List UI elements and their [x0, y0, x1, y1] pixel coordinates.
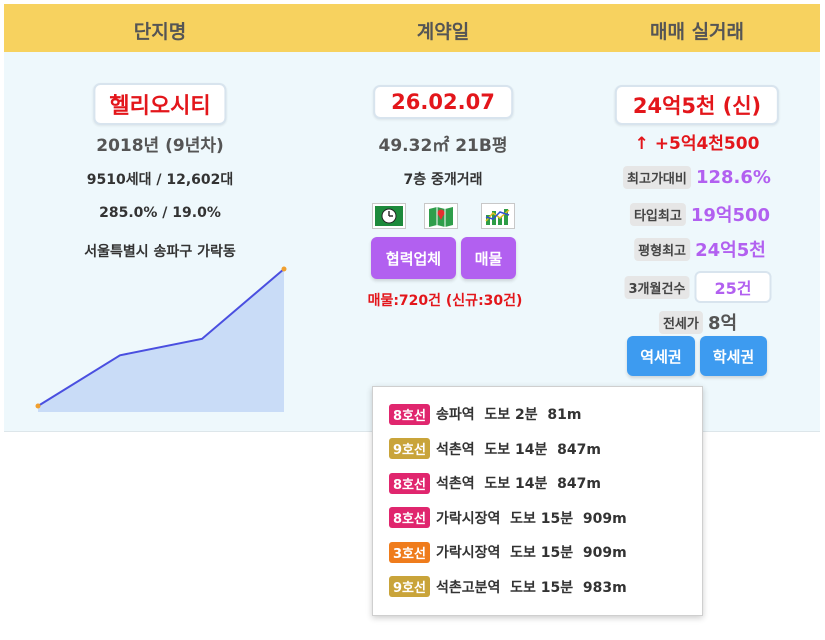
subway-line-badge: 8호선 [389, 507, 430, 528]
header-contract-date: 계약일 [416, 21, 470, 43]
subway-line-badge: 8호선 [389, 403, 430, 425]
map-icon[interactable] [424, 203, 458, 229]
three-month-row: 3개월건수 25건 [624, 271, 772, 303]
station-info: 석촌역 도보 14분 847m [435, 441, 601, 458]
station-info: 석촌고분역 도보 15분 983m [435, 579, 627, 596]
school-area-button[interactable]: 학세권 [700, 336, 767, 376]
built-year: 2018년 (9년차) [96, 136, 224, 156]
jeonse-label: 전세가 [658, 310, 703, 334]
header-trade-price: 매매 실거래 [649, 21, 745, 43]
listing-button[interactable]: 매물 [461, 237, 516, 279]
table-header: 단지명 계약일 매매 실거래 [4, 4, 820, 52]
peak-ratio-value: 128.6% [695, 167, 771, 188]
station-row: 8호선 송파역 도보 2분 81m [389, 403, 582, 425]
partner-button[interactable]: 협력업체 [371, 237, 456, 279]
sparkline-area [38, 269, 284, 412]
clock-icon[interactable] [372, 203, 406, 229]
price-change: ↑ +5억4천500 [634, 134, 760, 154]
price-trend-sparkline [35, 266, 287, 412]
trade-price: 24억5천 (신) [614, 85, 780, 125]
size-max-value: 24억5천 [695, 240, 766, 261]
station-popup: 8호선 송파역 도보 2분 81m 9호선 석촌역 도보 14분 847m 8호선 석촌역… [372, 386, 703, 616]
sparkline-point [35, 403, 41, 409]
contract-date: 26.02.07 [373, 85, 513, 119]
station-row: 9호선 석촌고분역 도보 15분 983m [389, 576, 627, 597]
subway-line-badge: 3호선 [389, 541, 430, 563]
listing-count: 매물:720건 (신규:30건) [367, 293, 523, 309]
subway-line-badge: 9호선 [389, 576, 430, 597]
three-month-label: 3개월건수 [624, 275, 690, 299]
station-info: 가락시장역 도보 15분 909m [435, 545, 627, 561]
sparkline-point [281, 266, 287, 272]
type-max-label: 타입최고 [629, 202, 686, 226]
three-month-count: 25건 [694, 271, 772, 303]
peak-ratio-row: 최고가대비 128.6% [623, 166, 771, 189]
peak-ratio-label: 최고가대비 [623, 166, 691, 189]
station-row: 9호선 석촌역 도보 14분 847m [389, 438, 601, 459]
size-max-label: 평형최고 [634, 237, 691, 261]
station-row: 3호선 가락시장역 도보 15분 909m [389, 541, 627, 563]
station-info: 석촌역 도보 14분 847m [435, 476, 601, 492]
station-area-button[interactable]: 역세권 [627, 336, 695, 376]
header-complex-name: 단지명 [133, 21, 187, 43]
chart-icon[interactable] [481, 203, 515, 229]
households-parking: 9510세대 / 12,602대 [86, 172, 234, 188]
subway-line-badge: 9호선 [389, 438, 430, 459]
floor-trade-type: 7층 중개거래 [403, 172, 483, 188]
jeonse-row: 전세가 8억 [658, 309, 738, 335]
type-max-row: 타입최고 19억500 [629, 201, 771, 227]
station-row: 8호선 석촌역 도보 14분 847m [389, 472, 601, 494]
type-max-value: 19억500 [690, 205, 771, 226]
area-size: 49.32㎡ 21B평 [378, 136, 508, 156]
size-max-row: 평형최고 24억5천 [634, 236, 766, 262]
subway-line-badge: 8호선 [389, 472, 430, 494]
sparkline-line [37, 268, 285, 407]
floor-area-ratio: 285.0% / 19.0% [99, 205, 221, 221]
complex-name[interactable]: 헬리오시티 [93, 83, 227, 125]
jeonse-value: 8억 [707, 313, 738, 334]
address: 서울특별시 송파구 가락동 [84, 244, 236, 260]
station-info: 송파역 도보 2분 81m [435, 407, 582, 423]
station-info: 가락시장역 도보 15분 909m [435, 510, 627, 527]
station-row: 8호선 가락시장역 도보 15분 909m [389, 507, 627, 528]
